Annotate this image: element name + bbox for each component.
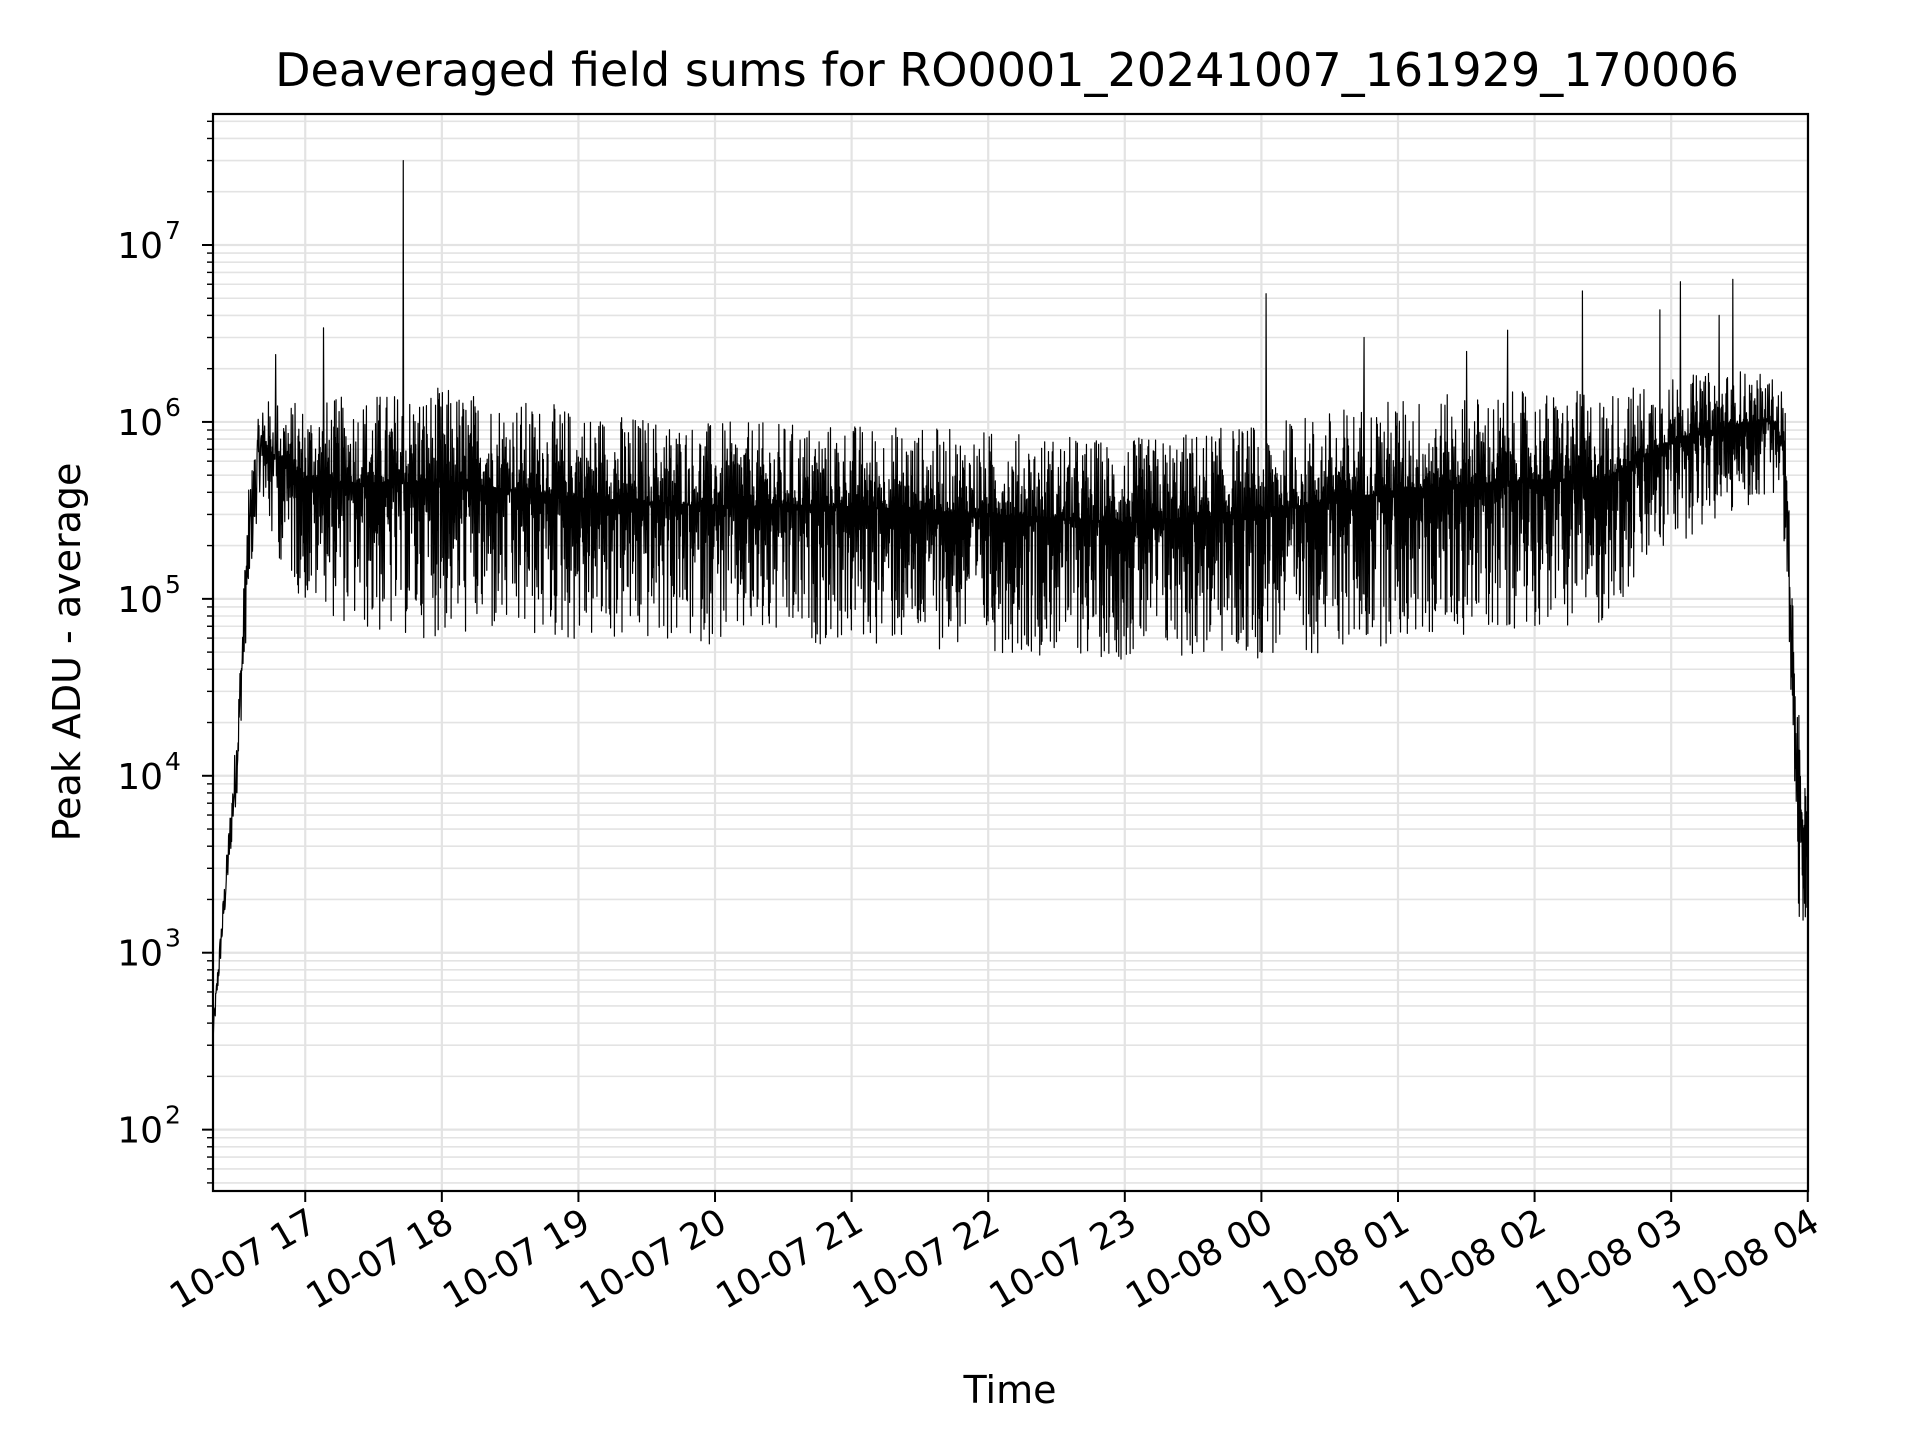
y-tick-label: 10 xyxy=(117,403,163,444)
y-tick-label: 10 xyxy=(117,580,163,621)
y-tick-exponent: 6 xyxy=(165,393,181,422)
y-tick-exponent: 4 xyxy=(165,747,181,776)
chart-title: Deaveraged field sums for RO0001_2024100… xyxy=(275,43,1739,97)
y-tick-label: 10 xyxy=(117,934,163,975)
grid xyxy=(213,114,1809,1191)
y-tick-label: 10 xyxy=(117,757,163,798)
y-tick-label: 10 xyxy=(117,226,163,267)
y-tick-exponent: 3 xyxy=(165,924,181,953)
y-axis-label: Peak ADU - average xyxy=(45,463,89,842)
series-line xyxy=(212,159,1809,1035)
y-tick-exponent: 7 xyxy=(165,216,181,245)
series-trace xyxy=(212,159,1809,1035)
x-axis-label: Time xyxy=(963,1368,1057,1412)
y-tick-label: 10 xyxy=(117,1111,163,1152)
y-tick-exponent: 5 xyxy=(165,570,181,599)
y-tick-exponent: 2 xyxy=(165,1101,181,1130)
